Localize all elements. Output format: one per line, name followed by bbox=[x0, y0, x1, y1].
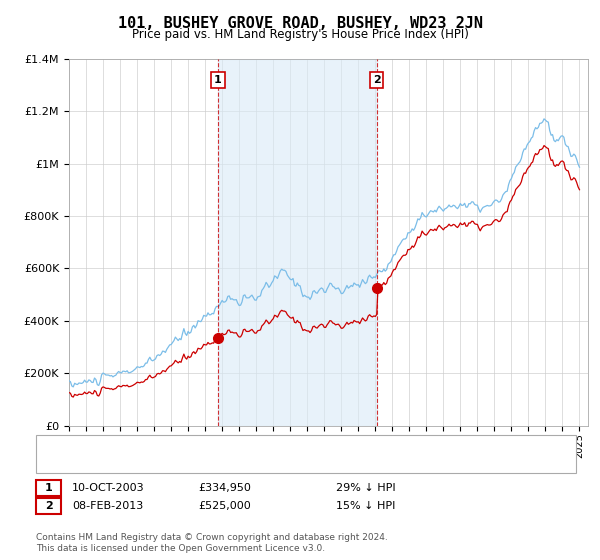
Text: 08-FEB-2013: 08-FEB-2013 bbox=[72, 501, 143, 511]
Text: 1: 1 bbox=[214, 75, 222, 85]
Text: 10-OCT-2003: 10-OCT-2003 bbox=[72, 483, 145, 493]
Text: 29% ↓ HPI: 29% ↓ HPI bbox=[336, 483, 395, 493]
Text: Price paid vs. HM Land Registry's House Price Index (HPI): Price paid vs. HM Land Registry's House … bbox=[131, 28, 469, 41]
Text: 2: 2 bbox=[45, 501, 52, 511]
Text: Contains HM Land Registry data © Crown copyright and database right 2024.
This d: Contains HM Land Registry data © Crown c… bbox=[36, 533, 388, 553]
Text: £334,950: £334,950 bbox=[198, 483, 251, 493]
Text: 101, BUSHEY GROVE ROAD, BUSHEY, WD23 2JN: 101, BUSHEY GROVE ROAD, BUSHEY, WD23 2JN bbox=[118, 16, 482, 31]
Text: 15% ↓ HPI: 15% ↓ HPI bbox=[336, 501, 395, 511]
Text: £525,000: £525,000 bbox=[198, 501, 251, 511]
Text: HPI: Average price, detached house, Hertsmere: HPI: Average price, detached house, Hert… bbox=[87, 458, 335, 468]
Bar bbox=[218, 59, 377, 426]
Text: 1: 1 bbox=[45, 483, 52, 493]
Text: 101, BUSHEY GROVE ROAD, BUSHEY, WD23 2JN (detached house): 101, BUSHEY GROVE ROAD, BUSHEY, WD23 2JN… bbox=[87, 441, 431, 451]
Text: 2: 2 bbox=[373, 75, 380, 85]
